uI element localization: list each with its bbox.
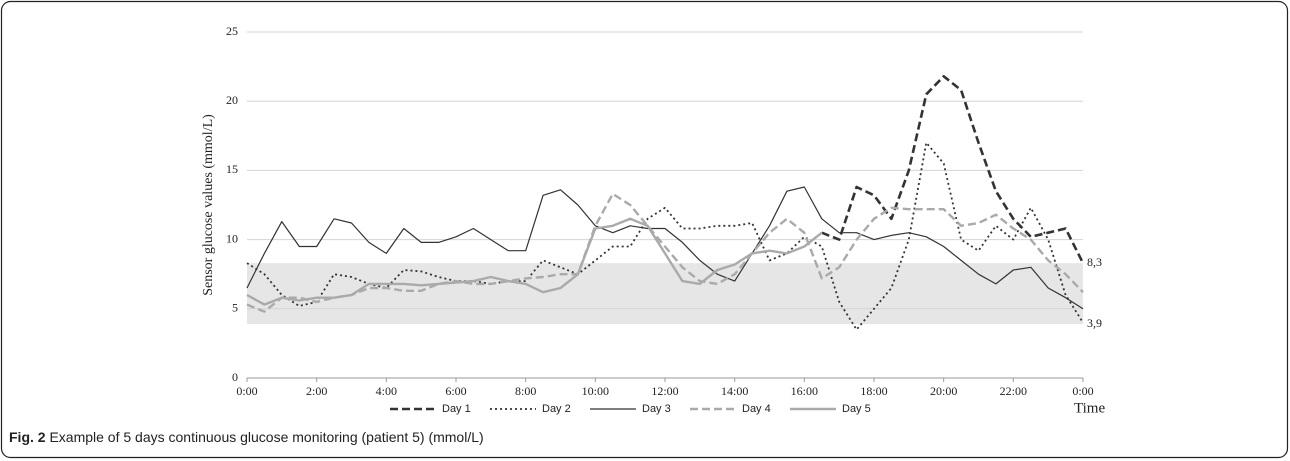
band-label: 3,9 <box>1087 316 1102 330</box>
y-tick-label: 5 <box>232 301 238 315</box>
x-tick-label: 4:00 <box>376 384 397 398</box>
x-tick-label: 16:00 <box>791 384 818 398</box>
legend-label: Day 3 <box>642 403 671 415</box>
series-line <box>246 192 1084 313</box>
legend-label: Day 5 <box>842 403 871 415</box>
legend-label: Day 1 <box>442 403 471 415</box>
caption-label: Fig. 2 <box>9 429 46 445</box>
x-tick-label: 10:00 <box>582 384 609 398</box>
y-axis-label: Sensor glucose values (mmol/L) <box>201 114 216 296</box>
x-tick-label: 2:00 <box>306 384 327 398</box>
y-tick-label: 15 <box>226 162 238 176</box>
x-tick-label: 22:00 <box>1000 384 1027 398</box>
x-tick-label: 8:00 <box>515 384 536 398</box>
y-tick-label: 25 <box>226 24 238 38</box>
plot: 8,3 3,9 0 5 10 15 20 25 0:00 2:00 4:00 6:00 8:00 10:0… <box>226 24 1102 415</box>
x-tick-label: 14:00 <box>721 384 748 398</box>
y-tick-label: 0 <box>232 370 238 384</box>
x-tick-label: 18:00 <box>860 384 887 398</box>
caption: Fig. 2 Example of 5 days continuous gluc… <box>9 429 484 445</box>
series-line <box>246 186 1084 310</box>
x-tick-label: 0:00 <box>1072 384 1093 398</box>
x-tick-label: 12:00 <box>651 384 678 398</box>
target-band <box>247 263 1083 325</box>
x-axis-label: Time <box>1074 400 1105 416</box>
y-tick-label: 10 <box>226 231 238 245</box>
caption-text: Example of 5 days continuous glucose mon… <box>49 429 483 445</box>
x-tick-label: 6:00 <box>445 384 466 398</box>
series-line <box>246 141 1084 331</box>
series-line <box>821 75 1085 264</box>
x-tick-label: 20:00 <box>930 384 957 398</box>
legend-label: Day 2 <box>542 403 571 415</box>
band-label: 8,3 <box>1087 255 1102 269</box>
legend-label: Day 4 <box>742 403 771 415</box>
y-tick-label: 20 <box>226 93 238 107</box>
x-tick-label: 0:00 <box>236 384 257 398</box>
series-line <box>246 217 823 306</box>
